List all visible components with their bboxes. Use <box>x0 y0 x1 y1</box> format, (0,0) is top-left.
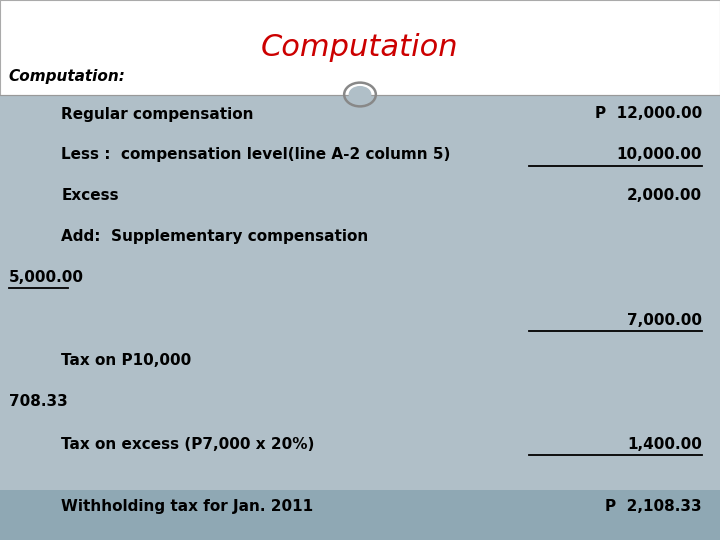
Text: Less :  compensation level(line A-2 column 5): Less : compensation level(line A-2 colum… <box>61 147 451 162</box>
Text: P  2,108.33: P 2,108.33 <box>606 499 702 514</box>
Text: 7,000.00: 7,000.00 <box>627 313 702 328</box>
Text: 5,000.00: 5,000.00 <box>9 269 84 285</box>
Text: 2,000.00: 2,000.00 <box>627 187 702 202</box>
FancyBboxPatch shape <box>0 490 720 540</box>
Text: Regular compensation: Regular compensation <box>61 106 253 122</box>
Text: 708.33: 708.33 <box>9 394 68 409</box>
Text: 10,000.00: 10,000.00 <box>616 147 702 162</box>
Circle shape <box>348 86 372 103</box>
Text: Tax on excess (P7,000 x 20%): Tax on excess (P7,000 x 20%) <box>61 437 315 452</box>
Text: Withholding tax for Jan. 2011: Withholding tax for Jan. 2011 <box>61 499 313 514</box>
FancyBboxPatch shape <box>0 0 720 94</box>
Text: Computation: Computation <box>261 33 459 62</box>
Text: Excess: Excess <box>61 187 119 202</box>
Text: Tax on P10,000: Tax on P10,000 <box>61 353 192 368</box>
Text: P  12,000.00: P 12,000.00 <box>595 106 702 122</box>
Text: Computation:: Computation: <box>9 69 125 84</box>
Text: Add:  Supplementary compensation: Add: Supplementary compensation <box>61 229 369 244</box>
Text: 1,400.00: 1,400.00 <box>627 437 702 452</box>
